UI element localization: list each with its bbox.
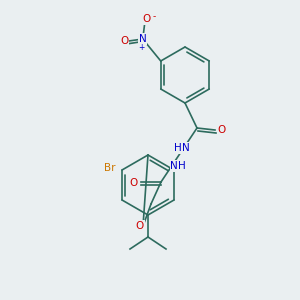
- Text: O: O: [130, 178, 138, 188]
- Text: N: N: [170, 161, 178, 171]
- Text: H: H: [174, 143, 182, 153]
- Text: Br: Br: [104, 163, 116, 173]
- Text: O: O: [142, 14, 151, 24]
- Text: O: O: [121, 36, 129, 46]
- Text: O: O: [218, 125, 226, 135]
- Text: H: H: [178, 161, 186, 171]
- Text: N: N: [139, 34, 147, 44]
- Text: O: O: [136, 221, 144, 231]
- Text: +: +: [139, 43, 145, 52]
- Text: N: N: [182, 143, 190, 153]
- Text: -: -: [152, 13, 155, 22]
